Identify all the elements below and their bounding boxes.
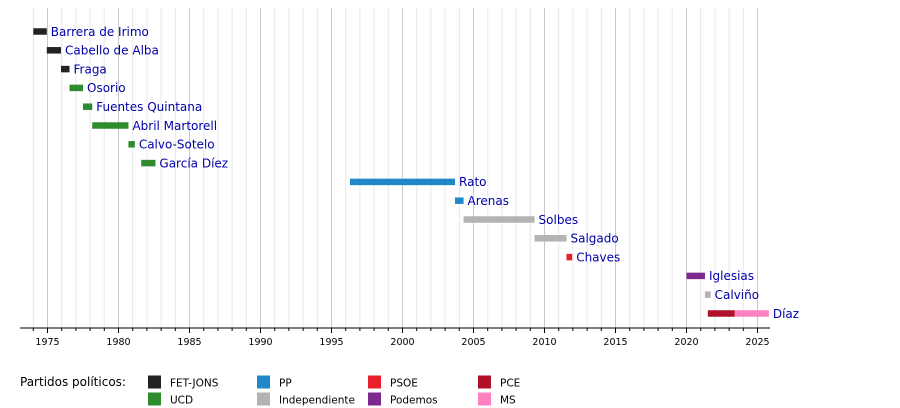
timeline-bar <box>349 178 456 186</box>
legend-label-fet: FET-JONS <box>170 378 219 390</box>
row-name-label: Iglesias <box>709 269 754 283</box>
legend-label-ucd: UCD <box>170 395 193 407</box>
legend-label-ms: MS <box>500 395 516 407</box>
x-tick-label: 2015 <box>603 337 627 348</box>
timeline-bar <box>33 28 47 35</box>
x-tick-label: 1990 <box>248 337 272 348</box>
timeline-bar <box>707 310 735 317</box>
row-name-label: Arenas <box>468 194 509 208</box>
bars <box>33 28 769 317</box>
legend-label-ind: Independiente <box>279 395 355 407</box>
legend-swatch-ucd <box>148 392 161 406</box>
timeline-bar <box>566 253 573 261</box>
legend-swatch-ms <box>478 392 491 406</box>
legend: Partidos políticos: FET-JONS UCD PP Independ… <box>20 375 520 407</box>
legend-label-pp: PP <box>279 378 292 390</box>
x-tick-label: 1995 <box>319 337 343 348</box>
row-name-label: Barrera de Irimo <box>51 25 149 39</box>
timeline-bar <box>686 272 705 280</box>
row-name-label: Solbes <box>539 213 579 227</box>
legend-label-psoe: PSOE <box>390 378 418 390</box>
timeline-bar <box>46 47 61 54</box>
row-name-label: Fuentes Quintana <box>96 100 202 114</box>
row-name-label: Abril Martorell <box>132 119 217 133</box>
legend-swatch-pp <box>257 375 270 389</box>
timeline-bar <box>92 122 129 129</box>
timeline-bar <box>463 216 535 223</box>
row-name-label: Osorio <box>87 81 126 95</box>
x-axis: 1975 1980 1985 1990 1995 2000 2005 2010 2015 2020… <box>20 327 770 348</box>
row-name-label: Rato <box>459 175 486 189</box>
timeline-bar <box>141 159 156 167</box>
timeline-bar <box>69 84 83 92</box>
legend-title: Partidos políticos: <box>20 375 126 389</box>
timeline-bar <box>128 141 135 148</box>
legend-label-podemos: Podemos <box>390 395 438 407</box>
row-name-label: Díaz <box>773 307 799 321</box>
legend-swatch-podemos <box>368 392 381 406</box>
legend-swatch-pce <box>478 375 491 389</box>
x-tick-label: 2005 <box>461 337 485 348</box>
timeline-bar <box>734 310 769 317</box>
timeline-bar <box>83 103 93 110</box>
row-name-label: Calvo-Sotelo <box>139 138 215 152</box>
timeline-bar <box>704 291 711 298</box>
row-name-label: Fraga <box>74 62 107 76</box>
timeline-bar <box>60 65 70 73</box>
row-name-label: García Díez <box>159 156 228 170</box>
x-tick-label: 1975 <box>35 337 59 348</box>
x-tick-label: 2020 <box>674 337 698 348</box>
timeline-bar <box>534 235 567 242</box>
row-name-label: Salgado <box>571 232 619 246</box>
x-tick-label: 2010 <box>532 337 556 348</box>
legend-label-pce: PCE <box>500 378 520 390</box>
name-labels: Barrera de Irimo Cabello de Alba Fraga Osor… <box>51 25 799 321</box>
legend-swatch-psoe <box>368 375 381 389</box>
legend-swatch-ind <box>257 392 270 406</box>
row-name-label: Calviño <box>715 288 759 302</box>
row-name-label: Cabello de Alba <box>65 44 159 58</box>
x-tick-label: 2000 <box>390 337 414 348</box>
x-tick-label: 1980 <box>106 337 130 348</box>
timeline-bar <box>455 197 464 204</box>
x-tick-label: 2025 <box>745 337 769 348</box>
row-name-label: Chaves <box>576 250 620 264</box>
legend-swatch-fet <box>148 375 161 389</box>
x-tick-label: 1985 <box>177 337 201 348</box>
